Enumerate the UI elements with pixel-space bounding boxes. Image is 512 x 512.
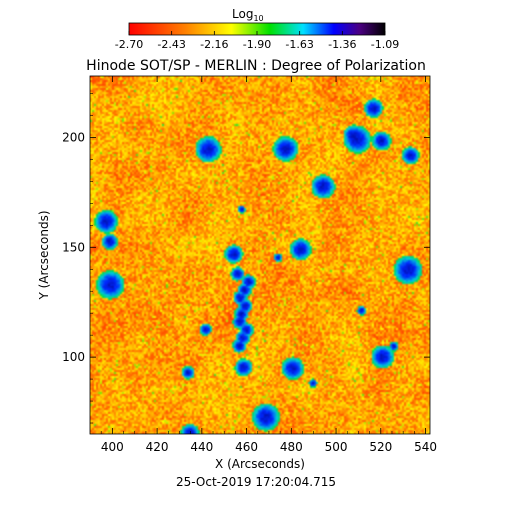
- colorbar-tick-label: -2.16: [200, 38, 228, 51]
- y-axis-label: Y (Arcseconds): [37, 210, 51, 300]
- x-tick-label: 420: [146, 440, 169, 454]
- x-tick-label: 480: [280, 440, 303, 454]
- timestamp: 25-Oct-2019 17:20:04.715: [176, 475, 336, 489]
- colorbar-tick-label: -2.70: [115, 38, 143, 51]
- colorbar-tick-label: -1.09: [371, 38, 399, 51]
- colorbar-tick-label: -1.63: [285, 38, 313, 51]
- x-tick-label: 440: [190, 440, 213, 454]
- x-tick-label: 460: [235, 440, 258, 454]
- colorbar-tick-label: -2.43: [157, 38, 185, 51]
- y-tick-label: 100: [62, 350, 85, 364]
- x-tick-label: 400: [101, 440, 124, 454]
- x-tick-label: 540: [414, 440, 437, 454]
- y-tick-label: 150: [62, 240, 85, 254]
- colorbar-tick-label: -1.36: [328, 38, 356, 51]
- x-axis-label: X (Arcseconds): [215, 457, 305, 471]
- colorbar-ticks: -2.70 -2.43 -2.16 -1.90 -1.63 -1.36 -1.09: [115, 31, 399, 51]
- y-tick-label: 200: [62, 130, 85, 144]
- heatmap-image: [90, 76, 430, 434]
- chart-title: Hinode SOT/SP - MERLIN : Degree of Polar…: [86, 58, 426, 74]
- x-axis: 400 420 440 460 480 500 520 540: [100, 76, 437, 454]
- colorbar-title-subscript: 10: [253, 14, 263, 23]
- y-axis: 100 150 200: [62, 93, 430, 424]
- x-tick-label: 520: [369, 440, 392, 454]
- plot-area: 400 420 440 460 480 500 520 540 100 150 200: [62, 75, 437, 454]
- colorbar: Log10 -2.70 -2.43 -2.16 -1.90 -1.63 -1.36 -1.0…: [115, 7, 399, 51]
- x-tick-label: 500: [325, 440, 348, 454]
- colorbar-tick-label: -1.90: [243, 38, 271, 51]
- plot-frame: [89, 75, 431, 435]
- colorbar-title: Log10: [232, 7, 264, 23]
